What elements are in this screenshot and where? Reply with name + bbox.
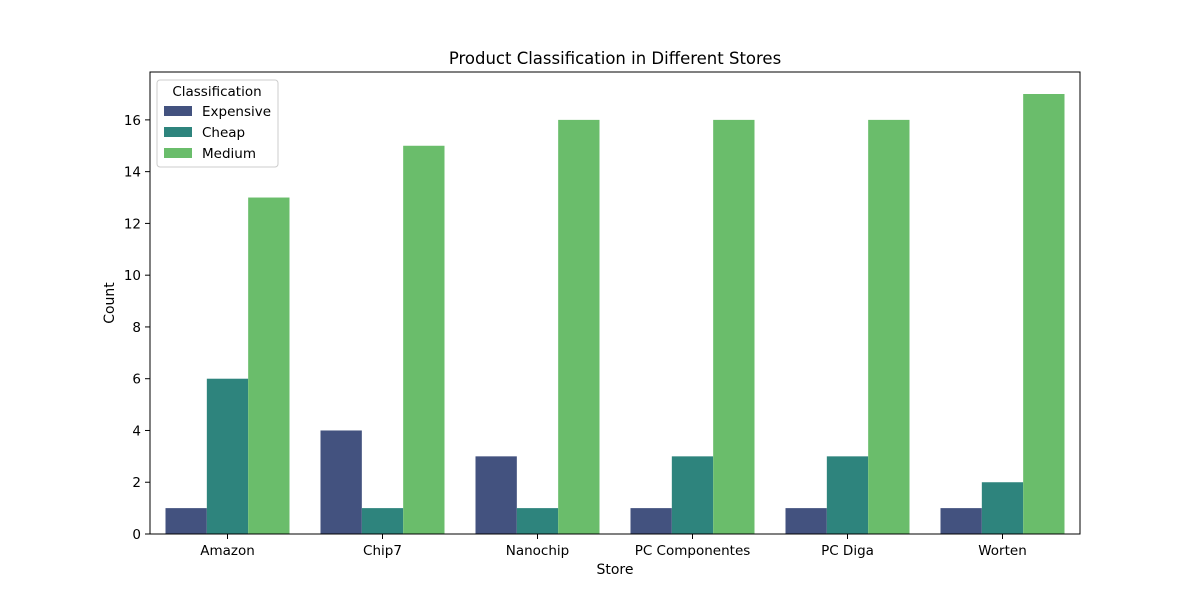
y-axis-label: Count xyxy=(102,282,118,324)
bar-medium-pc-diga xyxy=(868,119,910,534)
legend-swatch-medium xyxy=(164,148,192,158)
y-tick-label: 8 xyxy=(132,320,141,336)
bar-expensive-pc-diga xyxy=(785,508,827,534)
y-tick-label: 6 xyxy=(132,372,141,388)
legend-swatch-expensive xyxy=(164,106,192,116)
bar-expensive-worten xyxy=(940,508,982,534)
y-tick-label: 2 xyxy=(132,475,141,491)
chart-title: Product Classification in Different Stor… xyxy=(449,49,781,68)
legend-label-expensive: Expensive xyxy=(202,104,271,120)
y-tick-label: 4 xyxy=(132,423,141,439)
plot-frame xyxy=(149,71,1081,535)
y-tick-label: 16 xyxy=(124,113,141,129)
bar-cheap-chip7 xyxy=(361,508,404,534)
bar-medium-amazon xyxy=(248,197,290,534)
bar-cheap-pc-componentes xyxy=(671,456,714,534)
legend-label-medium: Medium xyxy=(202,146,256,162)
x-tick-label: PC Diga xyxy=(821,543,874,559)
bars-group xyxy=(165,94,1065,534)
y-tick-label: 14 xyxy=(124,165,141,181)
bar-expensive-pc-componentes xyxy=(630,508,672,534)
x-tick-label: Chip7 xyxy=(363,543,402,559)
legend-label-cheap: Cheap xyxy=(202,125,245,141)
y-tick-label: 0 xyxy=(132,527,141,543)
legend-title: Classification xyxy=(172,84,261,100)
bar-medium-worten xyxy=(1023,94,1065,534)
x-axis-label: Store xyxy=(596,562,633,578)
x-tick-label: PC Componentes xyxy=(635,543,751,559)
x-tick-label: Nanochip xyxy=(506,543,570,559)
bar-cheap-nanochip xyxy=(516,508,559,534)
x-tick-label: Worten xyxy=(978,543,1027,559)
bar-cheap-pc-diga xyxy=(826,456,869,534)
bar-medium-nanochip xyxy=(558,119,600,534)
legend-items: Expensive Cheap Medium xyxy=(164,104,271,162)
y-tick-label: 10 xyxy=(124,268,141,284)
bar-medium-chip7 xyxy=(403,145,445,534)
y-axis-ticks: 0 2 4 6 8 10 12 14 16 xyxy=(124,113,150,543)
bar-cheap-worten xyxy=(981,482,1024,534)
bar-expensive-amazon xyxy=(165,508,207,534)
legend: Classification Expensive Cheap Medium xyxy=(156,79,279,168)
bar-expensive-chip7 xyxy=(320,430,362,534)
legend-swatch-cheap xyxy=(164,127,192,137)
bar-expensive-nanochip xyxy=(475,456,517,534)
y-tick-label: 12 xyxy=(124,216,141,232)
x-tick-label: Amazon xyxy=(200,543,255,559)
legend-box xyxy=(156,79,279,168)
x-axis-ticks: Amazon Chip7 Nanochip PC Componentes PC Diga… xyxy=(200,534,1027,559)
bar-cheap-amazon xyxy=(206,378,249,534)
bar-medium-pc-componentes xyxy=(713,119,755,534)
